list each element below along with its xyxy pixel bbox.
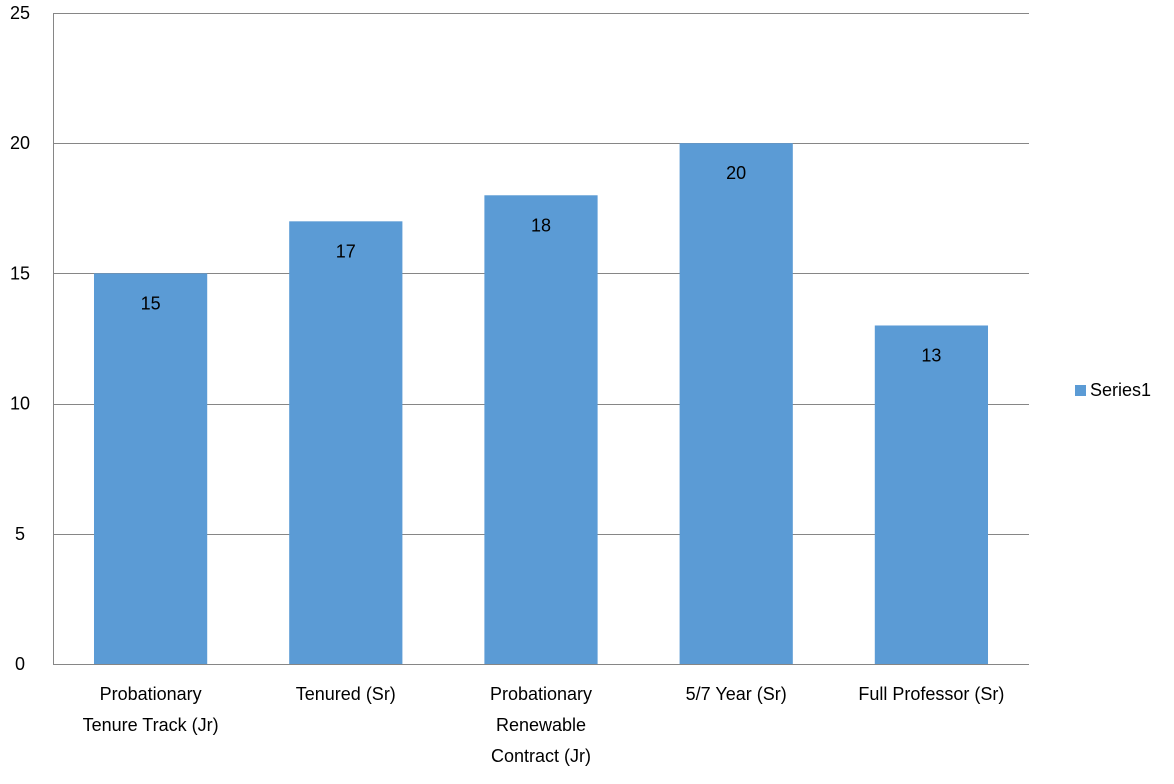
data-label: 13 xyxy=(921,345,941,365)
bar xyxy=(93,273,208,664)
data-labels: 15 17 18 20 13 xyxy=(141,163,942,365)
x-tick-label: Probationary xyxy=(490,684,592,704)
y-tick-label: 10 xyxy=(10,394,30,414)
y-tick-label: 5 xyxy=(15,524,25,544)
data-label: 18 xyxy=(531,215,551,235)
axes: 0 5 10 15 20 25 Probationary Tenure Track (Jr) T… xyxy=(10,3,1029,766)
data-label: 20 xyxy=(726,163,746,183)
y-tick-label: 25 xyxy=(10,3,30,23)
legend-label: Series1 xyxy=(1090,380,1151,400)
data-label: 17 xyxy=(336,241,356,261)
y-tick-label: 0 xyxy=(15,654,25,674)
x-tick-label: Probationary xyxy=(100,684,202,704)
y-tick-label: 20 xyxy=(10,133,30,153)
bar xyxy=(289,221,403,664)
bar xyxy=(484,195,598,664)
x-tick-label: Contract (Jr) xyxy=(491,746,591,766)
x-tick-label: Renewable xyxy=(496,715,586,735)
bar xyxy=(874,325,989,664)
y-tick-label: 15 xyxy=(10,263,30,283)
legend: Series1 xyxy=(1075,380,1151,400)
x-tick-label: Tenure Track (Jr) xyxy=(83,715,219,735)
bars xyxy=(93,143,989,664)
data-label: 15 xyxy=(141,293,161,313)
legend-swatch xyxy=(1075,385,1086,396)
x-tick-label: Tenured (Sr) xyxy=(296,684,396,704)
x-tick-label: 5/7 Year (Sr) xyxy=(686,684,787,704)
bar xyxy=(679,143,793,664)
x-tick-label: Full Professor (Sr) xyxy=(858,684,1004,704)
